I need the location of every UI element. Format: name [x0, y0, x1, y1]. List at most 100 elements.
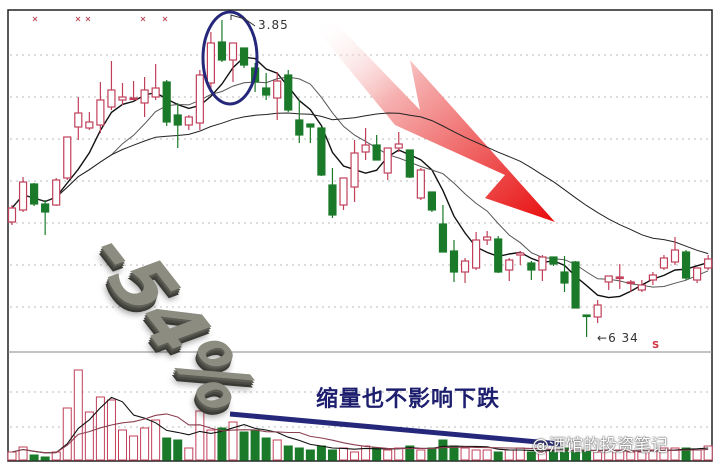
volume-bar [106, 399, 116, 461]
volume-trend-line [229, 411, 561, 447]
candle-body [173, 114, 182, 126]
volume-bar [537, 451, 547, 461]
tick-mark [85, 16, 91, 22]
peak-highlight-circle [201, 10, 259, 106]
candle-body [273, 80, 282, 99]
volume-bar [73, 369, 83, 461]
candle-body [615, 276, 624, 280]
candle-body [195, 74, 204, 124]
candle-body [670, 249, 680, 263]
candle-body [262, 87, 271, 96]
volume-bar [294, 447, 304, 461]
volume-bar [626, 451, 636, 461]
volume-bar [372, 447, 382, 461]
volume-bar [184, 447, 194, 461]
candle-body [206, 42, 215, 84]
volume-bar [195, 410, 205, 461]
candle-body [527, 262, 536, 271]
volume-bar [504, 449, 514, 461]
candle-body [140, 89, 149, 104]
arrow-left-icon: ← [597, 331, 609, 345]
volume-bar [670, 447, 680, 461]
candle-body [295, 119, 304, 136]
top-tick-marks [32, 16, 168, 22]
candle-body [30, 183, 39, 205]
volume-bar [427, 447, 437, 461]
peak-price-label: 3.85 [258, 18, 289, 32]
volume-annotation-text: 缩量也不影响下跌 [316, 387, 501, 412]
volume-bar [228, 421, 238, 461]
candle-body [118, 96, 127, 101]
candle-body [692, 267, 702, 281]
candle-body [317, 127, 326, 176]
volume-bar [416, 449, 426, 461]
low-price-value: 6 34 [608, 331, 639, 345]
volume-bar [339, 447, 348, 461]
volume-bar [151, 419, 161, 461]
tick-mark [75, 16, 81, 22]
candle-body [96, 99, 105, 126]
candle-body [328, 184, 337, 216]
candle-body [350, 152, 359, 188]
candle-body [505, 259, 514, 271]
volume-bar [350, 451, 360, 461]
candle-body [704, 258, 713, 269]
moving-average-lines [11, 56, 709, 299]
candle-body [538, 256, 547, 271]
tick-mark [32, 16, 38, 22]
volume-bar [129, 435, 139, 461]
volume-bar [7, 451, 17, 461]
volume-bar [173, 439, 183, 461]
volume-bar [327, 449, 337, 461]
candle-body [549, 256, 558, 265]
candle-body [494, 238, 503, 273]
candle-body [217, 41, 227, 61]
volume-bar [272, 439, 282, 461]
candle-body [129, 97, 138, 101]
ma10-line [11, 76, 709, 288]
candlesticks [7, 20, 713, 337]
volume-bar [305, 449, 315, 461]
volume-bar [283, 445, 293, 461]
volume-bar [62, 407, 72, 461]
candle-body [626, 281, 635, 285]
candle-body [74, 112, 83, 128]
candle-body [681, 251, 691, 279]
volume-bar [206, 429, 216, 461]
candle-body [7, 207, 17, 223]
candle-body [18, 181, 28, 211]
volume-bar [593, 451, 603, 461]
candle-body [52, 179, 61, 206]
tick-mark [162, 16, 168, 22]
candle-body [151, 87, 160, 98]
ma30-line [11, 112, 709, 255]
volume-bar [692, 449, 702, 461]
volume-bar [40, 456, 50, 461]
volume-bar [394, 447, 404, 461]
volume-bar [250, 429, 260, 461]
volume-bar [84, 411, 94, 461]
candle-body [593, 304, 602, 318]
volume-bar [162, 437, 172, 461]
candle-body [648, 274, 658, 281]
volume-bar [681, 447, 691, 461]
volume-bar [526, 451, 536, 461]
volume-bar [659, 447, 669, 461]
volume-bar [438, 439, 448, 461]
volume-bar [95, 396, 105, 461]
candle-body [162, 81, 171, 123]
tick-mark [140, 16, 146, 22]
candle-body [107, 89, 116, 108]
candle-body [63, 136, 72, 179]
candle-body [427, 191, 436, 211]
volume-bar [239, 431, 249, 461]
volume-bar [482, 449, 492, 461]
volume-bar [383, 449, 393, 461]
candle-body [405, 149, 414, 178]
candle-body [372, 144, 381, 161]
candle-body [560, 271, 569, 284]
volume-bar [405, 445, 415, 461]
volume-bar [217, 427, 227, 461]
volume-bar [18, 446, 28, 461]
